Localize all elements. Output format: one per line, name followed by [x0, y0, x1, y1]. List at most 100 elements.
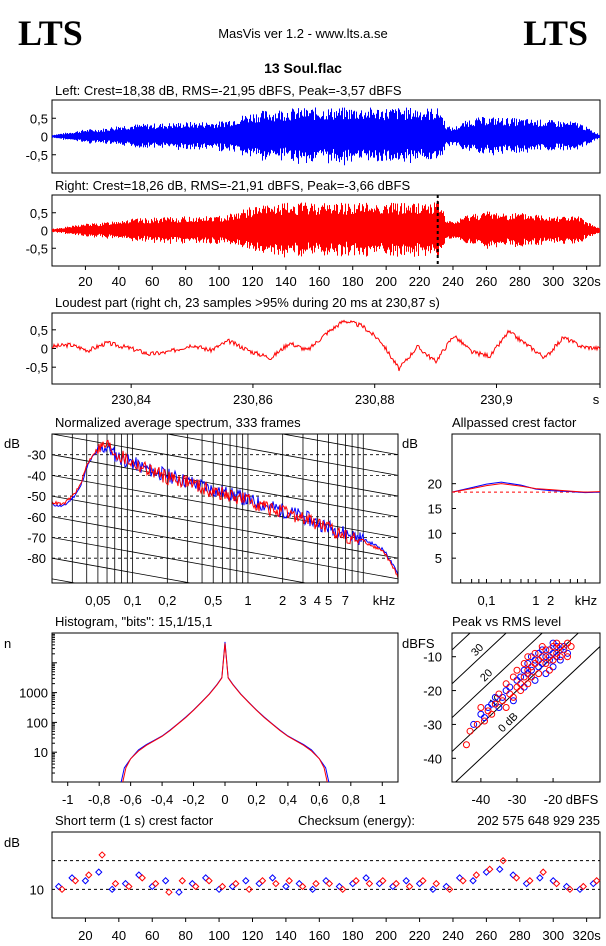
left-waveform: [52, 107, 600, 166]
shortcrest-point: [272, 879, 280, 888]
spectrum-ytick-label: -50: [27, 489, 46, 504]
spectrum-slope-line: [52, 351, 398, 413]
histogram-xtick-label: 0: [221, 792, 228, 807]
checksum-value: 202 575 648 929 235: [477, 813, 600, 828]
shortcrest-point: [325, 879, 334, 888]
shortcrest-point: [135, 871, 143, 879]
peakrms-crest-label: 30: [469, 642, 486, 659]
peakrms-point: [556, 653, 564, 661]
spectrum-xtick-label: 2: [279, 593, 286, 608]
shortcrest-ylabel: dB: [4, 835, 20, 850]
shortcrest-point: [389, 882, 397, 891]
peakrms-point: [531, 676, 539, 684]
shortcrest-point: [98, 851, 106, 859]
peakrms-point: [517, 680, 525, 688]
peakrms-point: [545, 666, 553, 674]
peakrms-point: [462, 741, 470, 749]
shortcrest-xtick-label: 140: [275, 928, 297, 943]
peakrms-point: [517, 673, 525, 681]
shortcrest-point: [308, 885, 317, 894]
allpass-title: Allpassed crest factor: [452, 415, 577, 430]
shortcrest-point: [322, 877, 330, 885]
spectrum-grid: [52, 351, 398, 744]
peakrms-crest-line: [454, 646, 600, 782]
peakrms-point: [470, 720, 478, 728]
shortcrest-point: [111, 879, 120, 888]
shortcrest-point: [151, 879, 160, 888]
logo-left: LTS: [18, 13, 83, 53]
shortcrest-point: [415, 879, 424, 888]
shortcrest-point: [482, 868, 491, 876]
shortcrest-xtick-label: 200: [375, 928, 397, 943]
left-ytick-label: 0: [41, 130, 48, 145]
spectrum-slope-line: [165, 434, 398, 476]
spectrum-xtick-label: 5: [325, 593, 332, 608]
peakrms-point: [480, 717, 488, 725]
shortcrest-xtick-label: 100: [208, 928, 230, 943]
right-xtick-label: 300: [542, 274, 564, 289]
peakrms-point: [538, 646, 546, 654]
shortcrest-point: [205, 877, 213, 885]
spectrum-slope-line: [52, 682, 398, 744]
peakrms-point: [502, 704, 510, 711]
histogram-ytick-label: 1000: [19, 686, 48, 701]
peakrms-point: [488, 700, 496, 708]
peakrms-point: [535, 656, 543, 664]
right-xtick-label: 160: [308, 274, 330, 289]
peakrms-point: [535, 670, 543, 678]
histogram-xtick-label: 0,4: [279, 792, 297, 807]
allpass-xtick-label: 0,1: [477, 593, 495, 608]
shortcrest-xtick-label: 160: [308, 928, 330, 943]
shortcrest-point: [298, 882, 307, 891]
peakrms-point: [491, 700, 499, 708]
right-xtick-label: 260: [476, 274, 498, 289]
shortcrest-point: [245, 885, 253, 894]
shortcrest-xtick-label: 80: [178, 928, 192, 943]
loudest-ytick-label: 0: [41, 342, 48, 357]
histogram-xtick-label: 1: [379, 792, 386, 807]
loudest-xtick-label: s: [593, 392, 600, 407]
spectrum-ylabel: dB: [4, 436, 20, 451]
peakrms-point: [495, 690, 503, 698]
peakrms-point: [513, 676, 521, 684]
shortcrest-point: [592, 877, 601, 885]
shortcrest-point: [375, 879, 384, 888]
peakrms-point: [549, 663, 557, 671]
shortcrest-xtick-label: 260: [476, 928, 498, 943]
shortcrest-point: [392, 879, 400, 888]
histogram-ytick-label: 100: [26, 715, 48, 730]
histogram-xtick-label: -0,6: [119, 792, 141, 807]
histogram-title: Histogram, "bits": 15,1/15,1: [55, 614, 212, 629]
loudest-xtick-label: 230,86: [233, 392, 273, 407]
spectrum-slope-line: [52, 516, 398, 580]
shortcrest-xtick-label: 300: [542, 928, 564, 943]
shortcrest-point: [405, 882, 414, 891]
shortcrest-point: [282, 882, 290, 891]
shortcrest-point: [536, 874, 544, 882]
spectrum-slope-line: [52, 557, 193, 583]
shortcrest-point: [509, 871, 517, 879]
histogram-series: [120, 641, 330, 783]
peakrms-point: [513, 683, 521, 691]
shortcrest-point: [54, 882, 63, 891]
shortcrest-xtick-label: 60: [145, 928, 159, 943]
shortcrest-point: [419, 877, 427, 885]
right-ytick-label: -0,5: [26, 241, 48, 256]
right-xtick-label: 320s: [573, 274, 602, 289]
spectrum-series: [51, 442, 399, 576]
shortcrest-point: [138, 874, 146, 882]
peakrms-point: [506, 683, 514, 691]
shortcrest-point: [58, 885, 66, 894]
spectrum-xtick-label: 0,2: [158, 593, 176, 608]
shortcrest-point: [566, 885, 574, 894]
peakrms-point: [564, 653, 572, 661]
peakrms-point: [509, 693, 517, 701]
shortcrest-point: [148, 882, 156, 891]
histogram-ytick-label: 10: [34, 745, 48, 760]
spectrum-series: [51, 439, 399, 579]
right-ytick-label: 0: [41, 224, 48, 239]
spectrum-ytick-label: -70: [27, 530, 46, 545]
right-xtick-label: 240: [442, 274, 464, 289]
peakrms-ytick-label: -10: [423, 650, 442, 665]
